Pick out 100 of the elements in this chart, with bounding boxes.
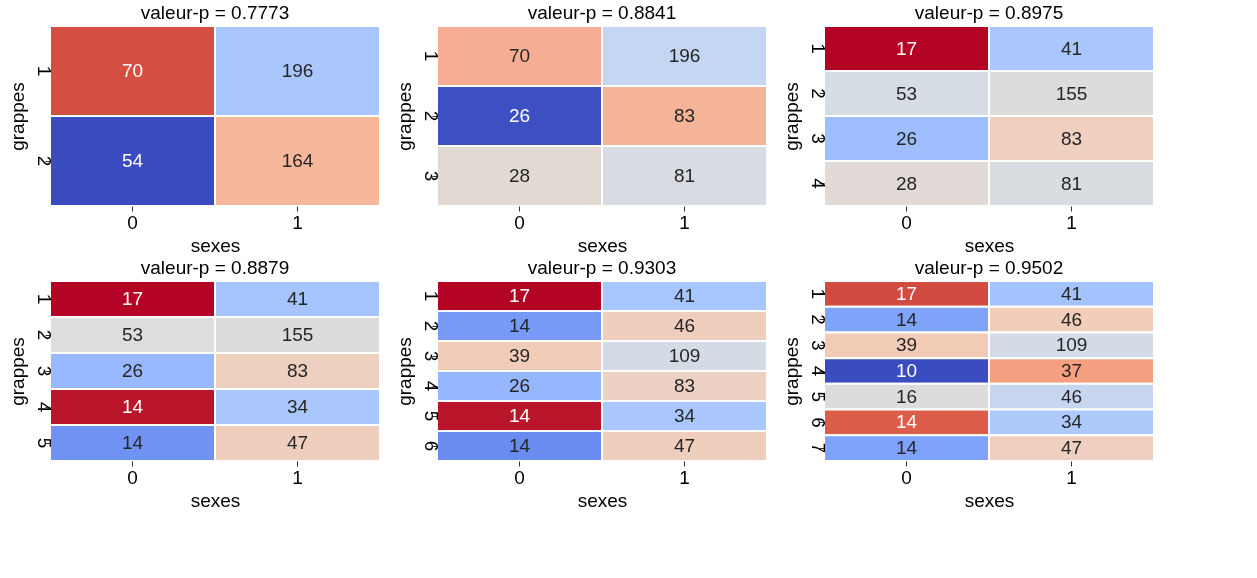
data-label: 46: [1060, 385, 1083, 407]
data-label: 10: [895, 360, 918, 381]
x-tick-label: 1: [1066, 466, 1077, 488]
data-label: 47: [673, 435, 696, 456]
data-label: 39: [895, 334, 918, 356]
data-label: 81: [673, 165, 696, 186]
y-tick-label: 2: [807, 88, 829, 99]
data-label: 70: [508, 45, 531, 66]
y-tick-label: 5: [420, 410, 442, 422]
data-label: 47: [286, 432, 309, 453]
y-tick-label: 1: [807, 43, 829, 54]
x-axis-title: sexes: [964, 234, 1015, 256]
data-label: 83: [286, 360, 309, 381]
x-tick-label: 0: [901, 466, 912, 488]
data-label: 47: [1060, 437, 1083, 459]
data-label: 70: [121, 60, 144, 81]
y-tick-label: 2: [807, 314, 829, 325]
x-tick-label: 0: [127, 466, 138, 488]
y-tick-label: 5: [33, 437, 55, 449]
y-tick-label: 4: [33, 401, 55, 413]
data-label: 14: [895, 437, 918, 459]
data-label: 14: [508, 315, 531, 336]
data-label: 17: [121, 288, 144, 309]
y-tick-label: 2: [33, 155, 55, 167]
data-label: 41: [1060, 37, 1083, 59]
x-tick-label: 1: [292, 211, 303, 233]
y-tick-label: 3: [420, 350, 442, 362]
data-label: 53: [895, 82, 918, 104]
chart-title: valeur-p = 0.8841: [527, 2, 677, 23]
chart-title: valeur-p = 0.7773: [140, 2, 290, 23]
data-label: 109: [1055, 334, 1088, 356]
y-tick-label: 6: [807, 417, 829, 428]
x-tick-label: 0: [514, 466, 525, 488]
y-axis-title: grappes: [6, 82, 28, 151]
x-tick-label: 1: [1066, 211, 1077, 233]
data-label: 28: [895, 172, 918, 194]
data-label: 17: [895, 282, 918, 304]
data-label: 46: [1060, 308, 1083, 330]
data-label: 28: [508, 165, 531, 186]
y-tick-label: 1: [420, 50, 442, 62]
data-label: 41: [1060, 282, 1083, 304]
y-tick-label: 4: [807, 365, 829, 377]
chart-title: valeur-p = 0.9303: [527, 257, 677, 278]
data-label: 41: [673, 285, 696, 306]
y-tick-label: 5: [807, 391, 829, 402]
data-label: 155: [281, 324, 314, 345]
x-tick-label: 0: [127, 211, 138, 233]
y-tick-label: 1: [33, 293, 55, 305]
data-label: 37: [1060, 360, 1083, 381]
data-label: 46: [673, 315, 696, 336]
x-tick-label: 1: [679, 211, 690, 233]
y-axis-title: grappes: [6, 337, 28, 406]
data-label: 14: [895, 308, 918, 330]
x-axis-title: sexes: [577, 234, 628, 256]
y-tick-label: 3: [420, 170, 442, 182]
y-tick-label: 1: [807, 288, 829, 300]
data-label: 14: [508, 435, 531, 456]
data-label: 41: [286, 288, 309, 309]
chart-title: valeur-p = 0.8975: [914, 2, 1064, 23]
y-tick-label: 2: [420, 320, 442, 332]
data-label: 14: [121, 396, 144, 417]
x-tick-label: 1: [679, 466, 690, 488]
data-label: 39: [508, 345, 531, 366]
data-label: 34: [673, 405, 696, 426]
y-axis-title: grappes: [780, 82, 802, 151]
y-tick-label: 1: [420, 290, 442, 302]
x-axis-title: sexes: [964, 489, 1015, 511]
chart-title: valeur-p = 0.9502: [914, 257, 1064, 278]
y-tick-label: 1: [33, 65, 55, 77]
y-tick-label: 4: [420, 380, 442, 392]
data-label: 83: [1060, 127, 1083, 149]
data-label: 54: [121, 150, 144, 171]
data-label: 26: [508, 375, 531, 396]
y-tick-label: 6: [420, 440, 442, 452]
data-label: 17: [508, 285, 531, 306]
x-tick-label: 0: [901, 211, 912, 233]
data-label: 26: [121, 360, 144, 381]
y-axis-title: grappes: [780, 337, 802, 406]
data-label: 83: [673, 105, 696, 126]
data-label: 109: [668, 345, 701, 366]
data-label: 34: [1060, 411, 1083, 433]
data-label: 17: [895, 37, 918, 59]
data-label: 26: [895, 127, 918, 149]
y-tick-label: 4: [807, 178, 829, 190]
x-tick-label: 1: [292, 466, 303, 488]
data-label: 53: [121, 324, 144, 345]
data-label: 34: [286, 396, 309, 417]
data-label: 81: [1060, 172, 1083, 194]
y-tick-label: 7: [807, 442, 829, 454]
chart-title: valeur-p = 0.8879: [140, 257, 290, 278]
data-label: 14: [895, 411, 918, 433]
y-tick-label: 3: [33, 365, 55, 377]
y-tick-label: 3: [807, 133, 829, 144]
data-label: 83: [673, 375, 696, 396]
data-label: 26: [508, 105, 531, 126]
data-label: 164: [281, 150, 314, 171]
y-axis-title: grappes: [393, 337, 415, 406]
y-tick-label: 3: [807, 340, 829, 351]
data-label: 196: [668, 45, 701, 66]
y-tick-label: 2: [33, 329, 55, 341]
